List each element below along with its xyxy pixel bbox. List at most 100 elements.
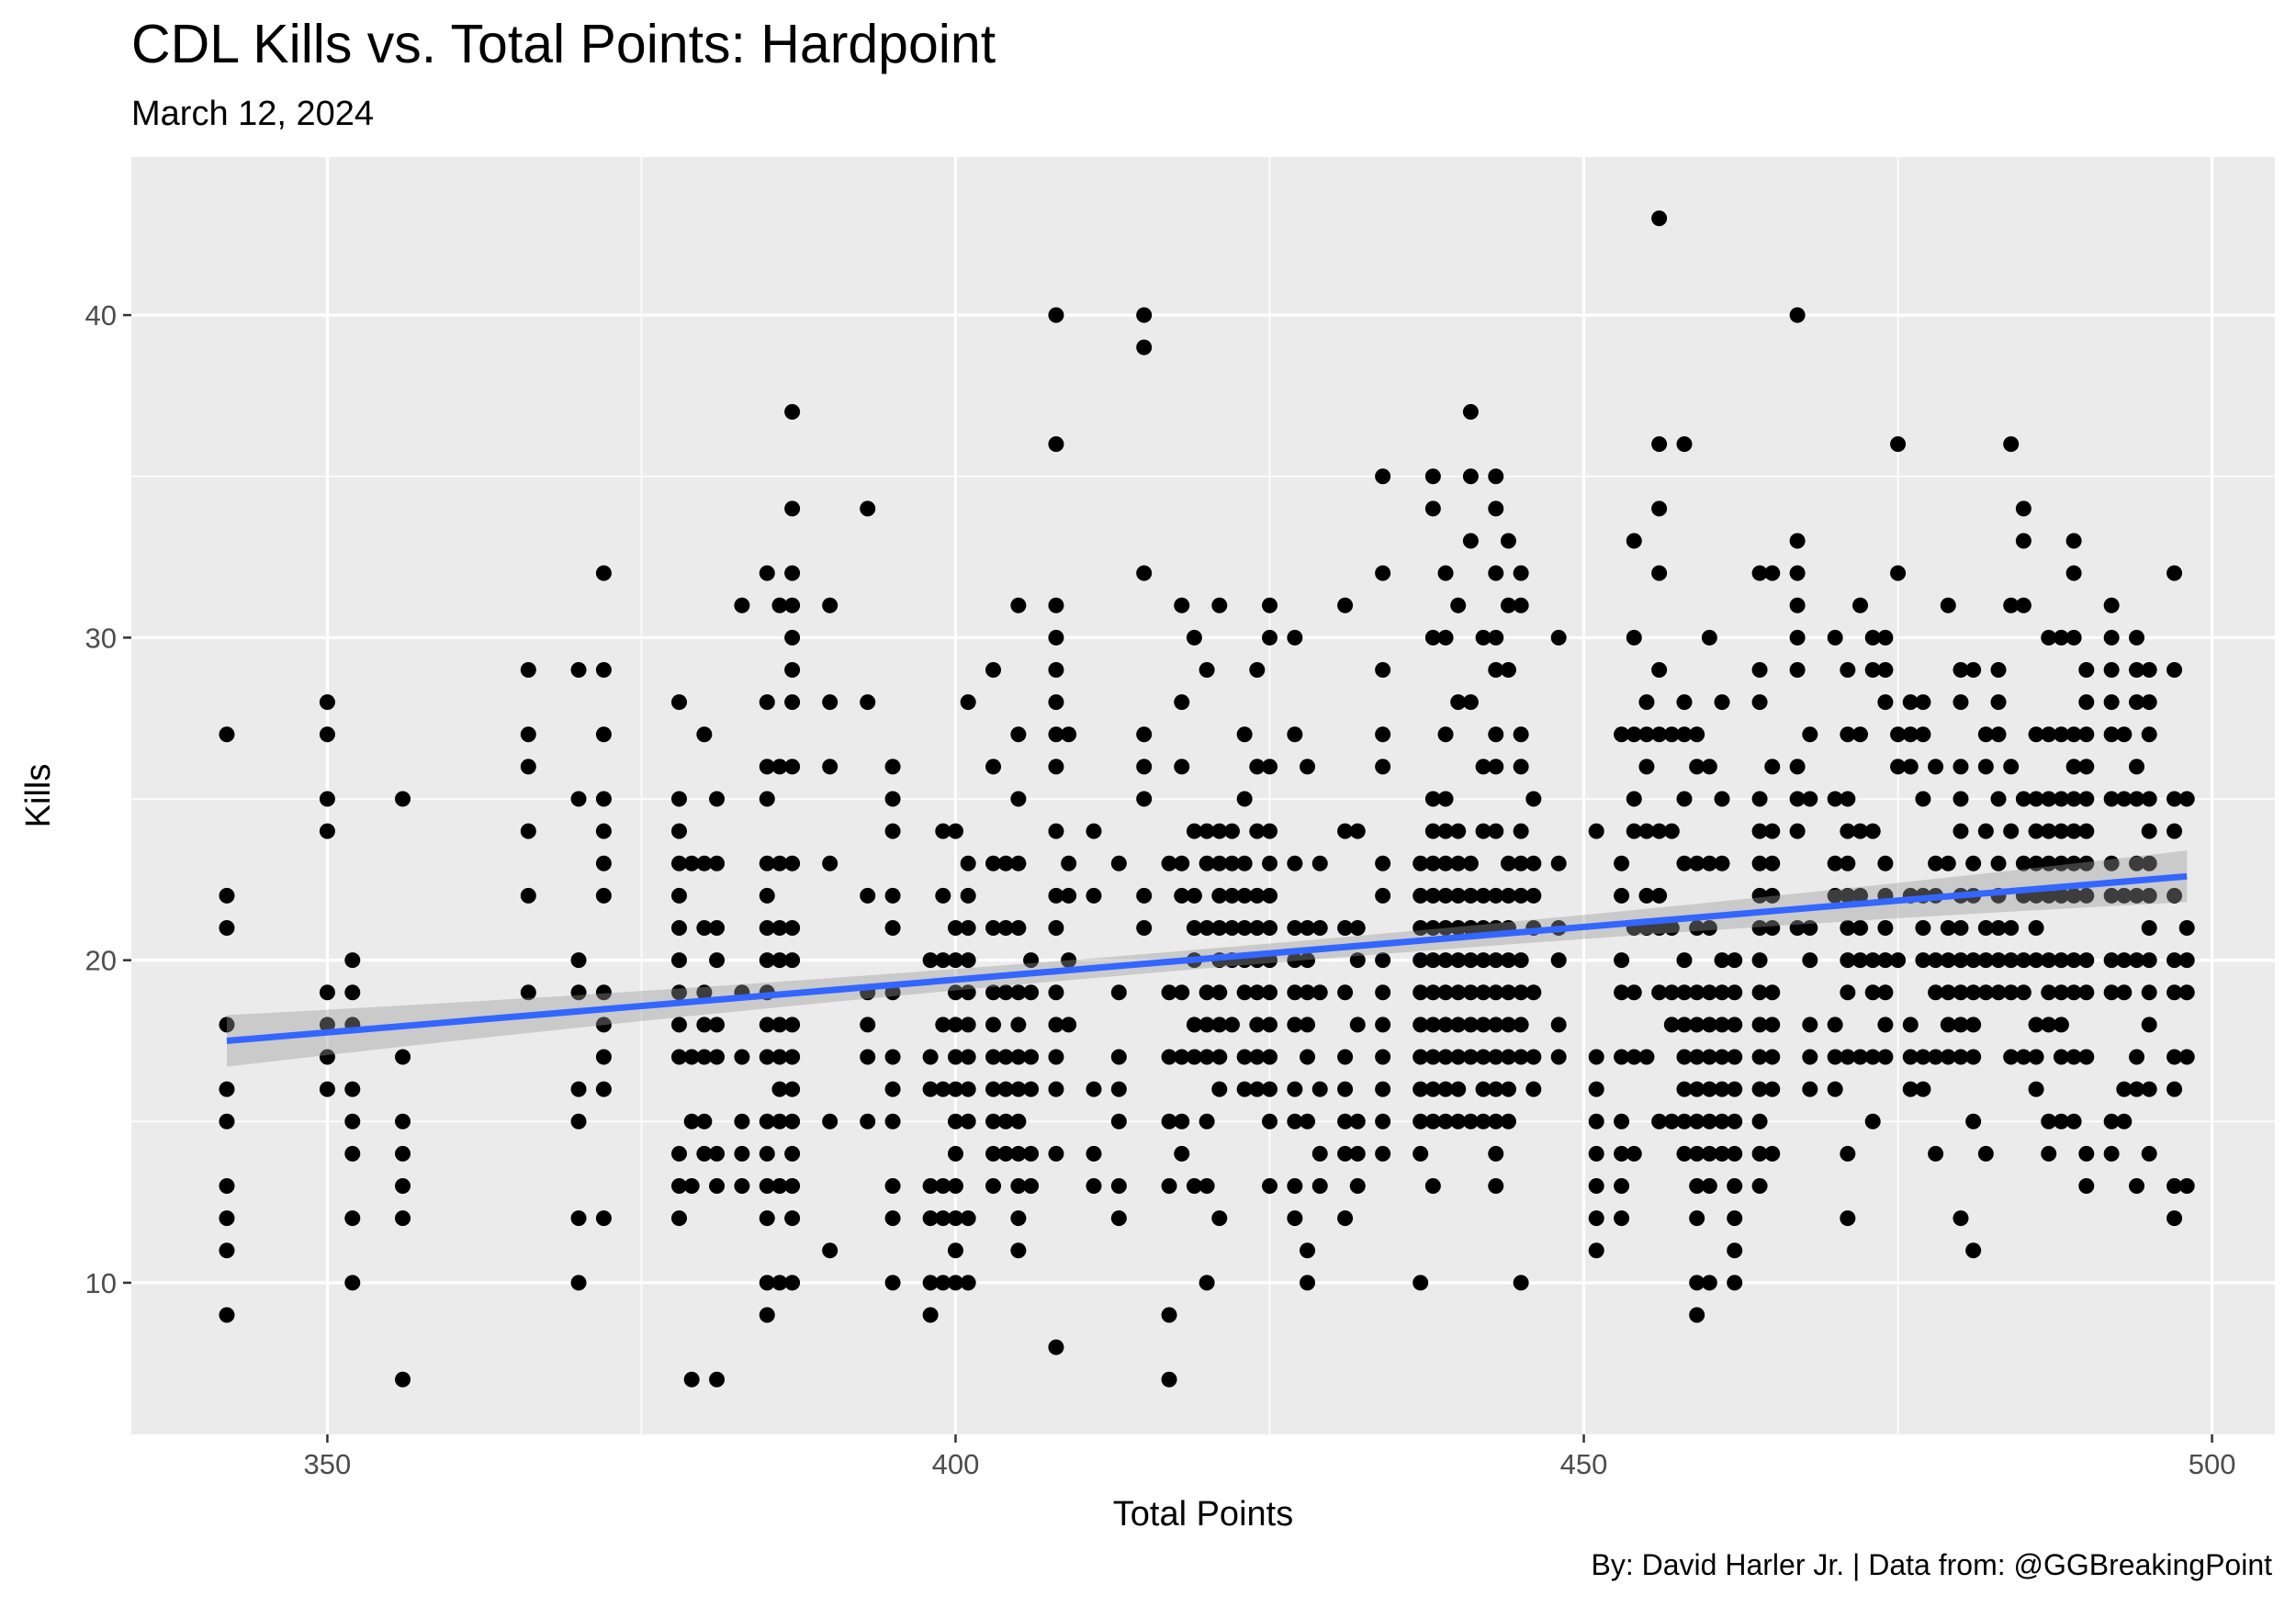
data-point — [595, 1049, 612, 1065]
data-point — [1424, 629, 1441, 646]
data-point — [2003, 1049, 2020, 1065]
data-point — [1311, 1081, 1328, 1097]
data-point — [2065, 759, 2082, 775]
data-point — [1311, 1178, 1328, 1195]
data-point — [2167, 1081, 2183, 1097]
data-point — [2078, 952, 2095, 969]
data-point — [2028, 1017, 2044, 1033]
data-point — [1462, 855, 1479, 871]
data-point — [784, 500, 801, 517]
data-point — [1211, 823, 1228, 839]
data-point — [2141, 1017, 2157, 1033]
data-point — [1462, 468, 1479, 485]
data-point — [344, 1275, 361, 1291]
data-point — [1249, 1081, 1266, 1097]
data-point — [1965, 1242, 1982, 1259]
data-point — [922, 1178, 939, 1195]
data-point — [1751, 565, 1768, 581]
data-point — [1262, 759, 1278, 775]
data-point — [595, 726, 612, 743]
data-point — [683, 855, 700, 871]
data-point — [1840, 791, 1856, 807]
data-point — [1751, 1178, 1768, 1195]
data-point — [884, 1049, 901, 1065]
data-point — [1375, 468, 1391, 485]
data-point — [1614, 855, 1630, 871]
data-point — [1199, 920, 1215, 937]
data-point — [960, 1049, 976, 1065]
data-point — [1311, 855, 1328, 871]
data-point — [1010, 1210, 1027, 1227]
data-point — [1727, 984, 1743, 1001]
data-point — [1663, 726, 1680, 743]
data-point — [2053, 1049, 2069, 1065]
data-point — [922, 952, 939, 969]
data-point — [1475, 984, 1491, 1001]
data-point — [1525, 984, 1542, 1001]
x-tick-label: 450 — [1560, 1448, 1608, 1480]
data-point — [771, 1049, 788, 1065]
data-point — [1424, 887, 1441, 904]
data-point — [1462, 952, 1479, 969]
data-point — [985, 1113, 1002, 1129]
data-point — [1199, 662, 1215, 679]
data-point — [1199, 1113, 1215, 1129]
data-point — [219, 1210, 235, 1227]
data-point — [1840, 855, 1856, 871]
data-point — [2028, 823, 2044, 839]
data-point — [1513, 1275, 1529, 1291]
data-point — [1764, 565, 1781, 581]
data-point — [520, 984, 536, 1001]
data-point — [1437, 855, 1454, 871]
data-point — [1676, 1145, 1693, 1162]
data-point — [595, 823, 612, 839]
data-point — [2053, 1017, 2069, 1033]
data-point — [1928, 952, 1944, 969]
data-point — [1424, 1113, 1441, 1129]
data-point — [696, 920, 713, 937]
data-point — [1877, 1049, 1894, 1065]
data-point — [1940, 1017, 1956, 1033]
data-point — [1614, 887, 1630, 904]
data-point — [1110, 1113, 1127, 1129]
data-point — [2103, 1113, 2120, 1129]
data-point — [1751, 984, 1768, 1001]
data-point — [1550, 855, 1567, 871]
data-point — [1915, 1049, 1931, 1065]
data-point — [1349, 1113, 1366, 1129]
data-point — [1136, 339, 1153, 355]
data-point — [1953, 952, 1969, 969]
data-point — [1412, 952, 1429, 969]
data-point — [1475, 887, 1491, 904]
data-point — [1877, 952, 1894, 969]
data-point — [1450, 952, 1467, 969]
data-point — [985, 1081, 1002, 1097]
data-point — [1852, 726, 1869, 743]
data-point — [1663, 984, 1680, 1001]
data-point — [1488, 823, 1504, 839]
data-point — [1223, 823, 1240, 839]
data-point — [2065, 952, 2082, 969]
data-point — [1061, 726, 1077, 743]
data-point — [1437, 887, 1454, 904]
data-point — [1676, 1017, 1693, 1033]
data-point — [2041, 984, 2057, 1001]
data-point — [1588, 1049, 1604, 1065]
data-point — [1513, 759, 1529, 775]
data-point — [1940, 855, 1956, 871]
data-point — [344, 1081, 361, 1097]
data-point — [1262, 920, 1278, 937]
data-point — [784, 629, 801, 646]
data-point — [2129, 887, 2145, 904]
data-point — [1161, 855, 1177, 871]
data-point — [1337, 597, 1354, 613]
chart-subtitle: March 12, 2024 — [131, 95, 375, 133]
data-point — [1689, 1113, 1705, 1129]
data-point — [784, 1178, 801, 1195]
data-point — [1626, 791, 1642, 807]
data-point — [759, 952, 775, 969]
data-point — [784, 597, 801, 613]
data-point — [960, 1210, 976, 1227]
data-point — [1638, 1049, 1655, 1065]
data-point — [1614, 1049, 1630, 1065]
